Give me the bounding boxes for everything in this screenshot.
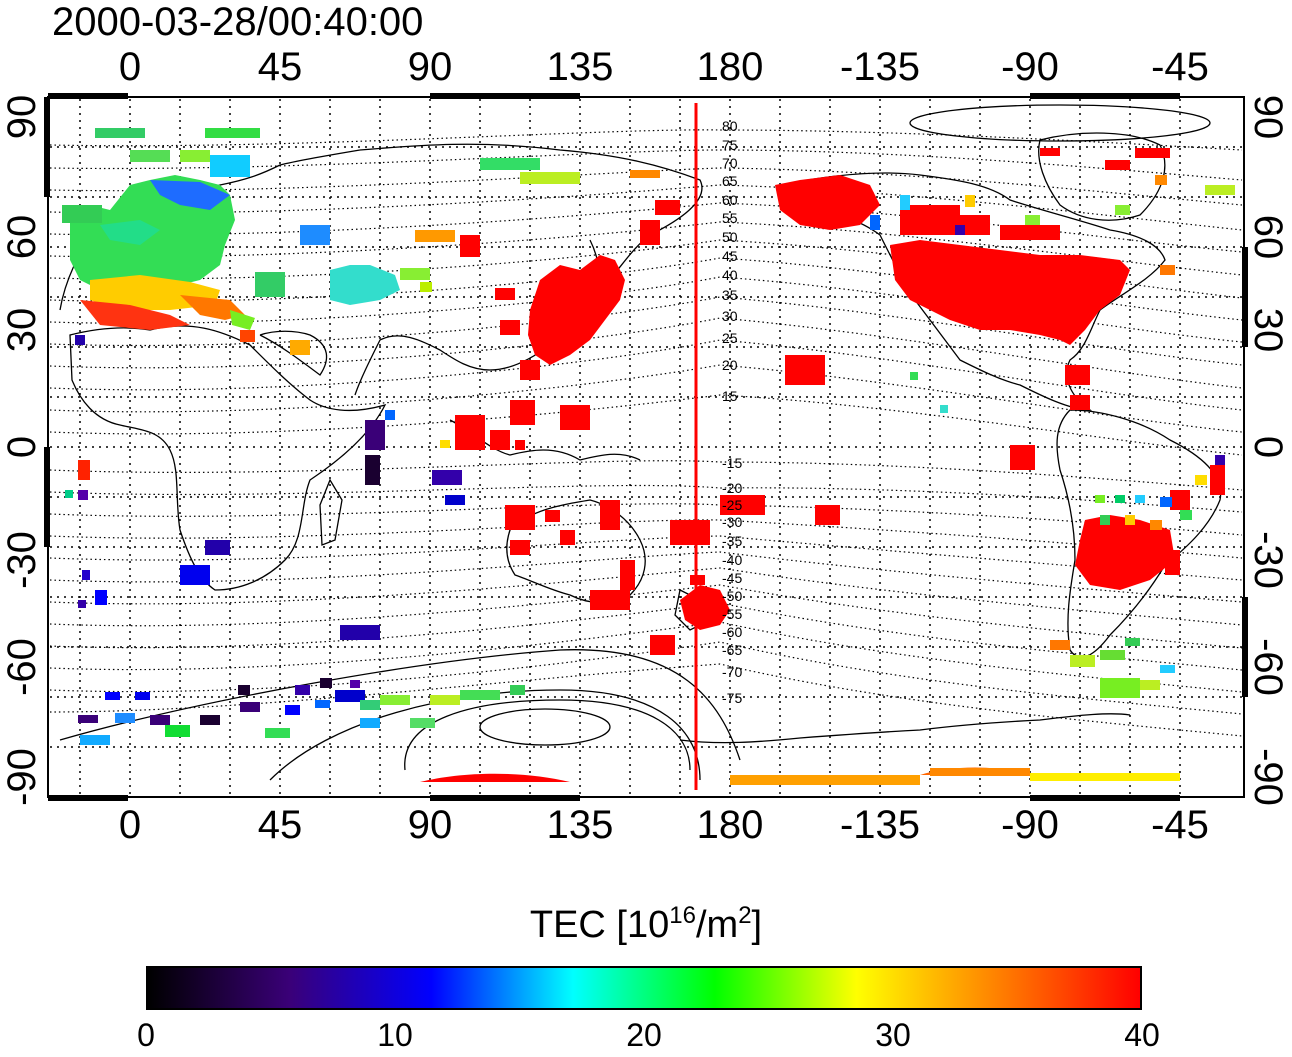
- lon-tick-top: 0: [118, 45, 142, 89]
- colorbar-tick-label: 0: [137, 1017, 155, 1053]
- contour-label: 50: [722, 229, 738, 245]
- lon-tick-top: 90: [407, 45, 453, 89]
- contour-label: -65: [722, 642, 743, 658]
- lon-tick-bottom: 90: [407, 803, 453, 847]
- contour-label: -40: [722, 552, 743, 568]
- lat-tick-left: -60: [0, 638, 44, 696]
- europe-tec-region: [62, 128, 260, 330]
- contour-label: -75: [722, 690, 743, 706]
- contour-label: 30: [722, 308, 738, 324]
- colorbar-title-main: TEC [10: [529, 904, 670, 946]
- contour-label: 20: [722, 357, 738, 373]
- contour-label: 25: [722, 330, 738, 346]
- contour-label: -60: [722, 624, 743, 640]
- lat-tick-right: 0: [1246, 435, 1290, 459]
- asia-tec-region: [240, 158, 660, 355]
- contour-label: -55: [722, 606, 743, 622]
- south-east-asia-red-region: [440, 400, 590, 450]
- map-grid: [50, 99, 1242, 795]
- lat-tick-left: -30: [0, 531, 44, 589]
- lon-tick-bottom: 0: [118, 803, 142, 847]
- colorbar-tick-label: 10: [377, 1017, 413, 1053]
- lat-tick-right: 90: [1246, 94, 1290, 140]
- south-america-red-region: [1075, 465, 1225, 590]
- east-asia-red-region: [460, 200, 680, 380]
- contour-label: 55: [722, 210, 738, 226]
- contour-label: -35: [722, 533, 743, 549]
- contour-label: -25: [722, 497, 743, 513]
- tec-data-regions: [62, 128, 1235, 785]
- australia-outline: [506, 499, 646, 604]
- colorbar-title-end: ]: [751, 904, 763, 946]
- lat-tick-left: 0: [0, 435, 44, 459]
- madagascar-outline: [319, 478, 343, 546]
- contour-label: -30: [722, 514, 743, 530]
- lat-tick-left: -90: [0, 748, 44, 806]
- contour-label: -50: [722, 588, 743, 604]
- lat-tick-left: 90: [0, 94, 44, 140]
- contour-label: -45: [722, 570, 743, 586]
- map-title: 2000-03-28/00:40:00: [52, 0, 424, 44]
- contour-label: 40: [722, 267, 738, 283]
- lon-tick-top: 45: [257, 45, 303, 89]
- map-border-ticks: [44, 93, 1248, 801]
- contour-label: 35: [722, 287, 738, 303]
- lat-tick-right: -60: [1246, 638, 1290, 696]
- lon-tick-bottom: 135: [546, 803, 614, 847]
- lat-tick-right: -90: [1246, 748, 1290, 806]
- scattered-tec-points: [65, 175, 1235, 745]
- lon-tick-top: -135: [839, 45, 921, 89]
- colorbar-title-unit-exponent: 2: [738, 902, 752, 929]
- contour-label: 70: [722, 155, 738, 171]
- lon-tick-bottom: -45: [1151, 803, 1209, 847]
- contour-label: -15: [722, 455, 743, 471]
- polar-contours: [59, 104, 1211, 781]
- colorbar-title-exponent: 16: [669, 902, 696, 929]
- lon-tick-bottom: 45: [257, 803, 303, 847]
- africa-outline: [69, 325, 387, 591]
- colorbar-tick-label: 20: [626, 1017, 662, 1053]
- contour-label: 45: [722, 248, 738, 264]
- lon-tick-bottom: 180: [696, 803, 764, 847]
- contour-label: 65: [722, 173, 738, 189]
- antarctica-outline: [679, 713, 1131, 744]
- lat-tick-right: -30: [1246, 531, 1290, 589]
- lon-tick-bottom: -90: [1001, 803, 1059, 847]
- greenland-outline: [1038, 132, 1166, 221]
- contour-label: 15: [722, 388, 738, 404]
- lon-tick-top: -45: [1151, 45, 1209, 89]
- lon-tick-top: -90: [1001, 45, 1059, 89]
- lon-tick-top: 135: [546, 45, 614, 89]
- lat-tick-right: 30: [1246, 307, 1290, 353]
- colorbar-title-unit: /m: [695, 904, 739, 946]
- contour-label: 75: [722, 137, 738, 153]
- colorbar-gradient: [146, 966, 1142, 1010]
- contour-label: 60: [722, 192, 738, 208]
- colorbar-title: TEC [1016/m2]: [0, 903, 1292, 947]
- north-america-red-region: [775, 148, 1170, 470]
- lon-tick-top: 180: [696, 45, 764, 89]
- contour-label: -70: [722, 664, 743, 680]
- contour-label: 80: [722, 118, 738, 134]
- australia-red-region: [505, 495, 840, 655]
- contour-label: -20: [722, 480, 743, 496]
- colorbar-tick-label: 30: [875, 1017, 911, 1053]
- tec-map: [44, 93, 1248, 801]
- arabia-outline: [259, 330, 328, 376]
- lat-tick-left: 30: [0, 307, 44, 353]
- colorbar-tick-label: 40: [1124, 1017, 1160, 1053]
- south-america-outline: [1056, 409, 1222, 658]
- antarctic-tec-bands: [420, 767, 1180, 785]
- lon-tick-bottom: -135: [839, 803, 921, 847]
